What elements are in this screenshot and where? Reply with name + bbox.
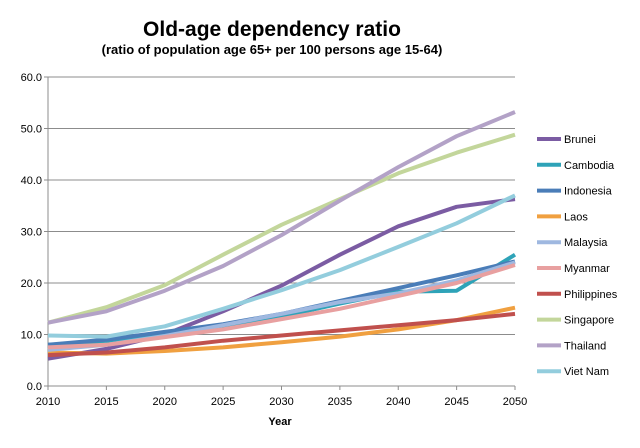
y-tick-label: 20.0: [21, 278, 42, 290]
x-tick-label: 2050: [503, 396, 527, 408]
x-tick-label: 2020: [153, 396, 177, 408]
y-tick-label: 50.0: [21, 124, 42, 136]
legend-item: Cambodia: [537, 160, 615, 172]
legend-item: Philippines: [537, 289, 618, 301]
x-tick-label: 2035: [328, 396, 352, 408]
y-tick-label: 40.0: [21, 175, 42, 187]
x-tick-label: 2015: [94, 396, 118, 408]
series-line-philippines: [47, 311, 516, 358]
legend-item: Malaysia: [537, 237, 608, 249]
series-line-viet-nam: [47, 193, 516, 339]
legend-item: Myanmar: [537, 263, 610, 275]
x-tick-label: 2040: [386, 396, 410, 408]
y-tick-label: 60.0: [21, 72, 42, 84]
x-tick-label: 2025: [211, 396, 235, 408]
legend-label: Malaysia: [564, 237, 608, 249]
x-axis-title: Year: [268, 416, 292, 428]
legend-label: Cambodia: [564, 160, 615, 172]
x-tick-label: 2010: [36, 396, 60, 408]
legend-item: Laos: [537, 211, 588, 223]
y-tick-label: 30.0: [21, 227, 42, 239]
legend-label: Brunei: [564, 134, 596, 146]
legend-item: Brunei: [537, 134, 596, 146]
x-tick-label: 2045: [444, 396, 468, 408]
legend-item: Viet Nam: [537, 366, 609, 378]
series-line-cambodia: [47, 252, 517, 347]
legend: Brunei Cambodia Indonesia Laos Malaysia Myanm…: [537, 134, 618, 378]
legend-label: Myanmar: [564, 263, 610, 275]
legend-label: Indonesia: [564, 186, 613, 198]
gridlines: [48, 76, 515, 335]
series-line-thailand: [47, 110, 516, 325]
legend-item: Indonesia: [537, 186, 613, 198]
legend-label: Laos: [564, 211, 588, 223]
legend-label: Singapore: [564, 315, 614, 327]
legend-label: Philippines: [564, 289, 618, 301]
series-lines: [47, 110, 517, 361]
legend-label: Viet Nam: [564, 366, 609, 378]
legend-item: Singapore: [537, 315, 614, 327]
x-tick-label: 2030: [269, 396, 293, 408]
series-line-myanmar: [47, 263, 516, 350]
y-tick-label: 10.0: [21, 330, 42, 342]
legend-label: Thailand: [564, 340, 606, 352]
chart-title: Old-age dependency ratio: [143, 18, 401, 41]
series-line-singapore: [47, 132, 516, 325]
axes: 0.0 10.0 20.0 30.0 40.0 50.0 60.0 2010 2015 2020 2…: [21, 72, 528, 408]
legend-item: Thailand: [537, 340, 606, 352]
chart-subtitle: (ratio of population age 65+ per 100 per…: [102, 42, 443, 57]
y-tick-label: 0.0: [27, 381, 42, 393]
